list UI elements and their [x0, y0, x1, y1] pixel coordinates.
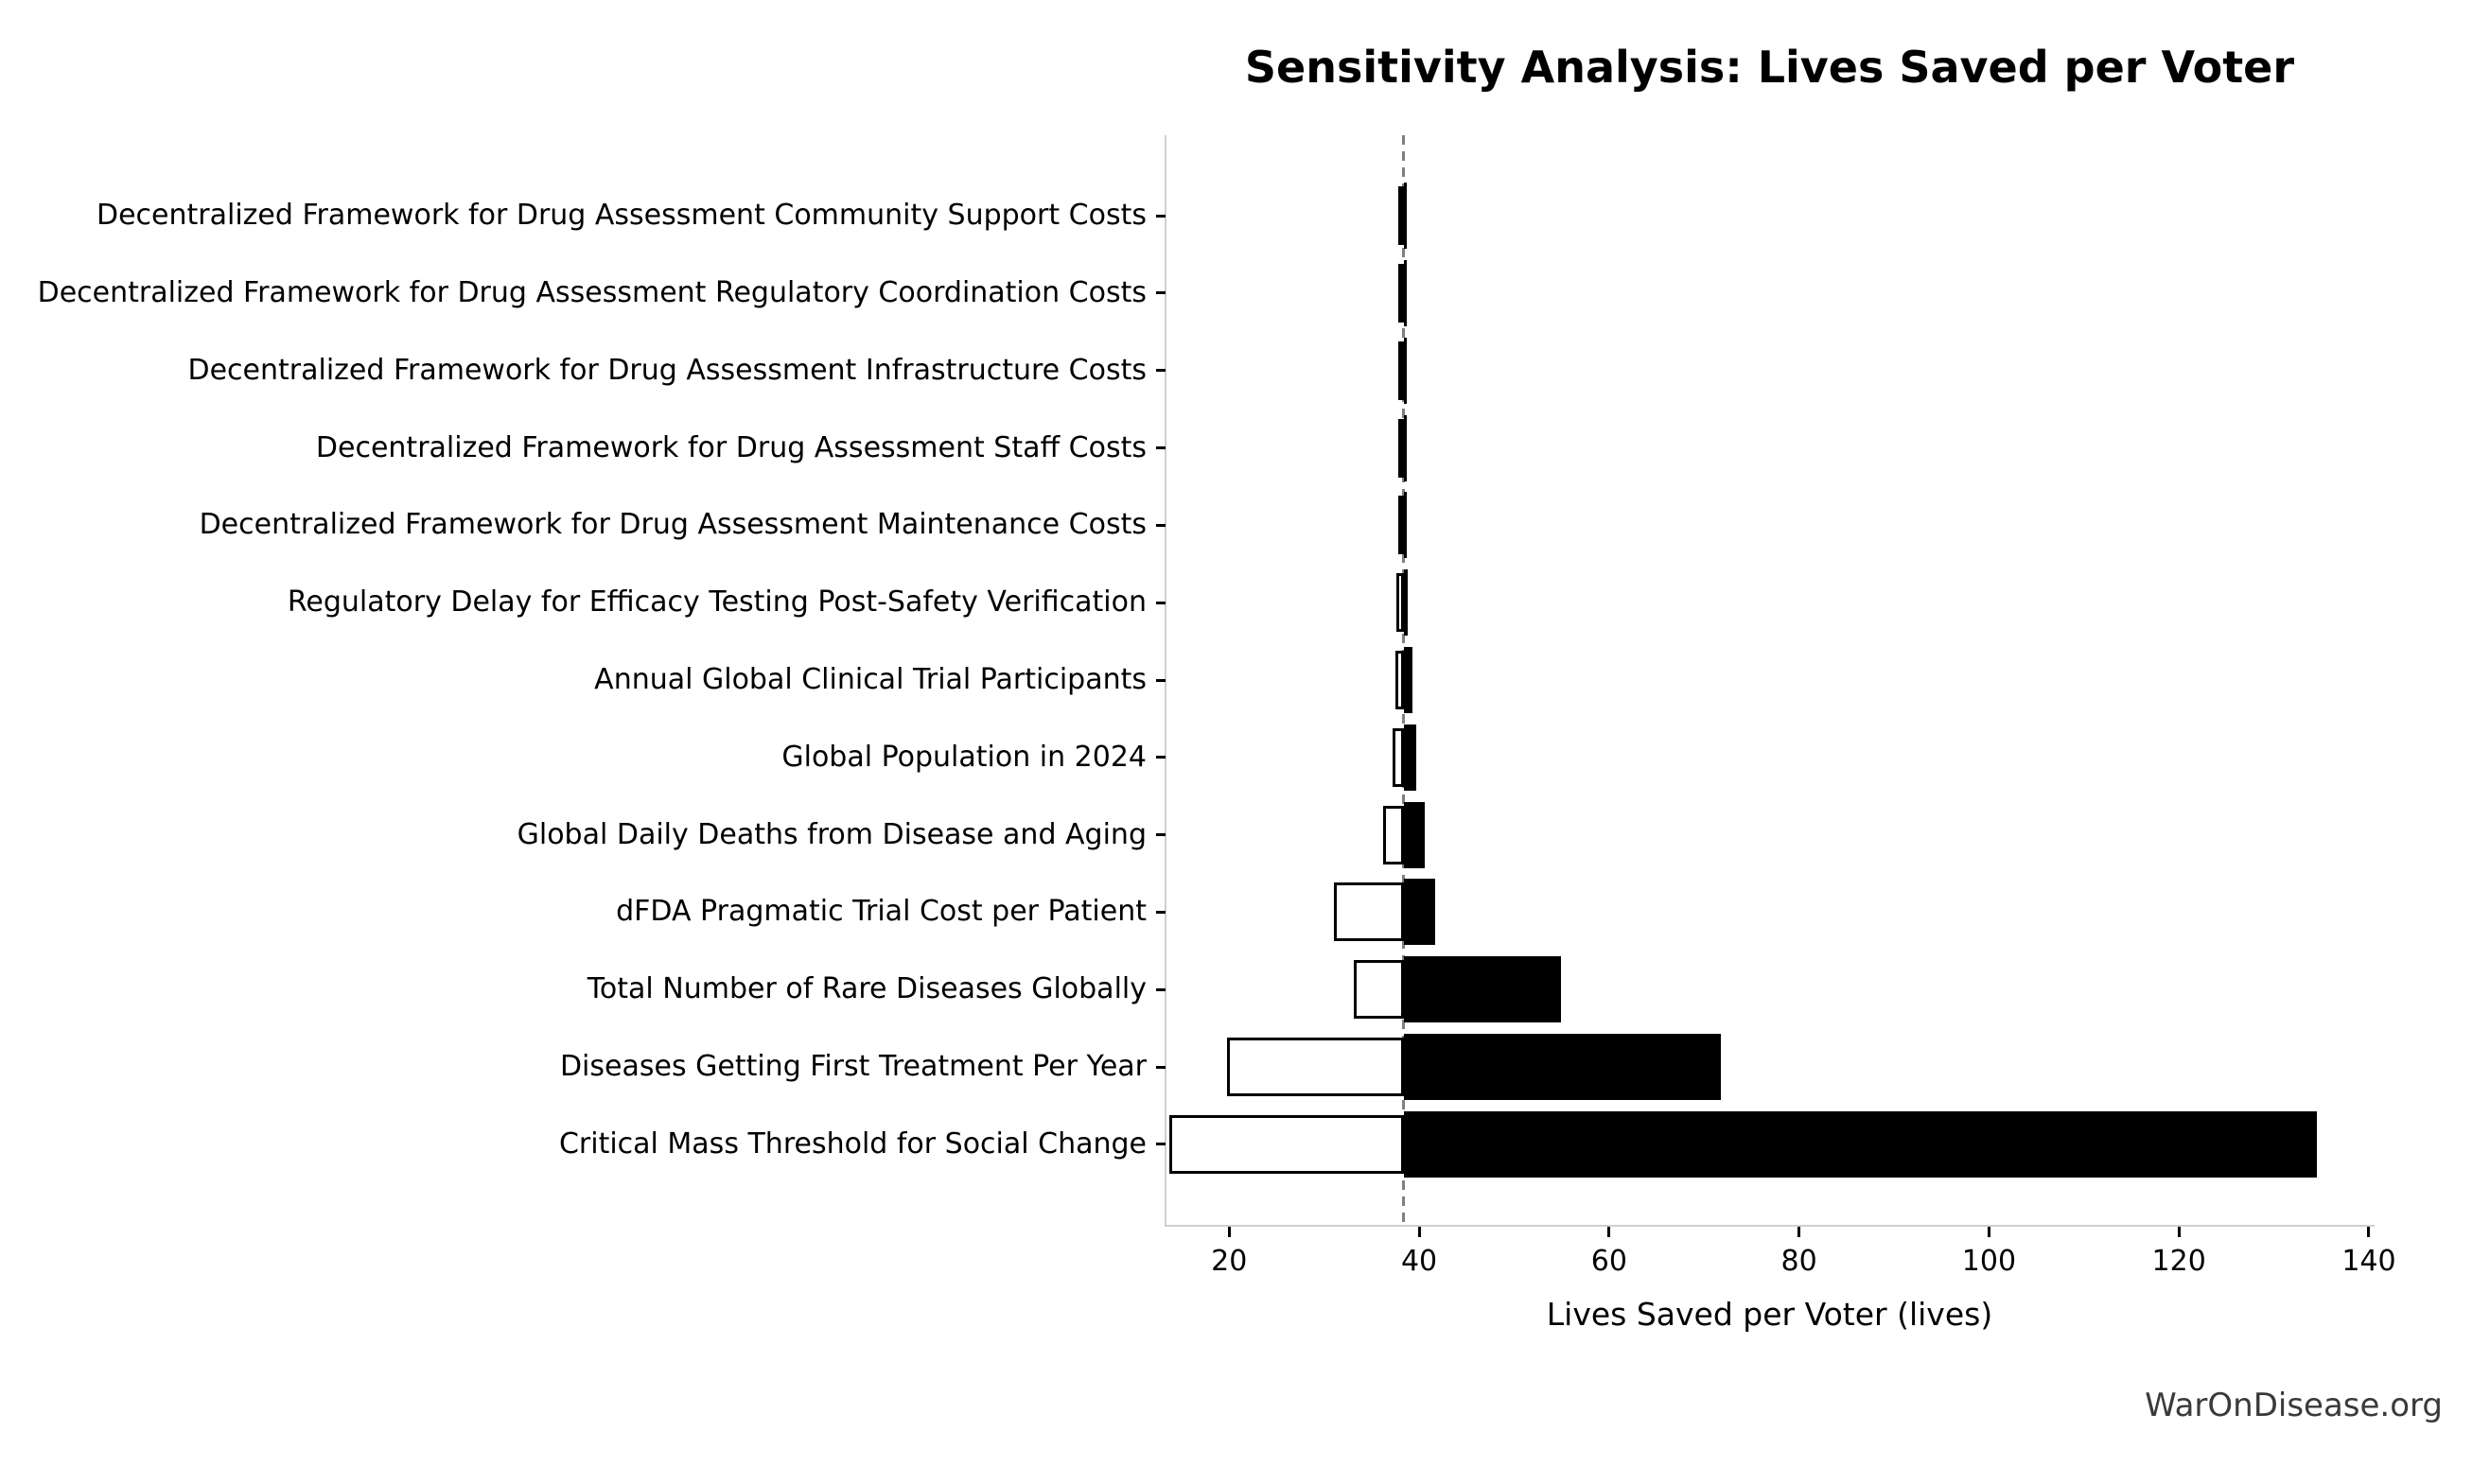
x-tick — [2367, 1227, 2371, 1237]
x-tick — [1227, 1227, 1231, 1237]
bar-high-case — [1403, 647, 1412, 713]
category-label: Global Daily Deaths from Disease and Agi… — [517, 817, 1147, 851]
bar-high-case — [1403, 492, 1407, 559]
bar-high-case — [1403, 956, 1561, 1023]
category-label: dFDA Pragmatic Trial Cost per Patient — [616, 895, 1147, 929]
bar-high-case — [1403, 259, 1407, 326]
bar-high-case — [1403, 724, 1417, 791]
x-tick-label: 140 — [2341, 1245, 2396, 1278]
x-tick — [2177, 1227, 2181, 1237]
x-tick-label: 40 — [1400, 1245, 1438, 1278]
bar-high-case — [1403, 183, 1407, 250]
x-axis-line — [1165, 1225, 2375, 1227]
category-label: Critical Mass Threshold for Social Chang… — [558, 1126, 1147, 1161]
bar-low-case — [1169, 1114, 1404, 1174]
bar-low-case — [1382, 805, 1404, 864]
watermark-text: WarOnDisease.org — [2145, 1387, 2443, 1424]
y-tick — [1156, 678, 1166, 682]
bar-low-case — [1353, 960, 1404, 1020]
bar-high-case — [1403, 1034, 1722, 1101]
y-tick — [1156, 291, 1166, 295]
bar-low-case — [1397, 496, 1404, 555]
x-tick — [1417, 1227, 1421, 1237]
category-label: Decentralized Framework for Drug Assessm… — [199, 508, 1147, 542]
bar-low-case — [1333, 882, 1404, 942]
x-tick-label: 120 — [2151, 1245, 2206, 1278]
y-tick — [1156, 910, 1166, 914]
bar-low-case — [1397, 340, 1404, 400]
y-tick — [1156, 833, 1166, 837]
x-axis-title: Lives Saved per Voter (lives) — [1546, 1296, 1993, 1333]
x-tick — [1987, 1227, 1990, 1237]
y-tick — [1156, 523, 1166, 527]
category-label: Decentralized Framework for Drug Assessm… — [37, 275, 1147, 309]
y-tick — [1156, 987, 1166, 991]
bar-low-case — [1397, 186, 1404, 246]
bar-low-case — [1227, 1038, 1404, 1097]
bar-low-case — [1392, 727, 1404, 787]
y-tick — [1156, 1065, 1166, 1069]
bar-high-case — [1403, 1110, 2317, 1178]
category-label: Total Number of Rare Diseases Globally — [587, 972, 1147, 1006]
bar-high-case — [1403, 879, 1436, 946]
x-tick-label: 100 — [1961, 1245, 2017, 1278]
category-label: Decentralized Framework for Drug Assessm… — [187, 353, 1147, 387]
category-label: Diseases Getting First Treatment Per Yea… — [559, 1050, 1147, 1084]
x-tick — [1607, 1227, 1611, 1237]
bar-low-case — [1397, 418, 1404, 478]
bar-high-case — [1403, 801, 1426, 868]
bar-high-case — [1403, 414, 1407, 481]
y-tick — [1156, 1143, 1166, 1146]
category-label: Decentralized Framework for Drug Assessm… — [315, 430, 1147, 464]
chart-title: Sensitivity Analysis: Lives Saved per Vo… — [1244, 42, 2295, 93]
y-tick — [1156, 756, 1166, 759]
x-tick — [1797, 1227, 1801, 1237]
bar-high-case — [1403, 337, 1407, 404]
x-tick-label: 20 — [1211, 1245, 1248, 1278]
category-label: Decentralized Framework for Drug Assessm… — [96, 199, 1147, 233]
bar-low-case — [1395, 573, 1404, 633]
bar-low-case — [1397, 263, 1404, 323]
y-tick — [1156, 369, 1166, 373]
x-tick-label: 60 — [1590, 1245, 1627, 1278]
y-axis-line — [1165, 135, 1166, 1227]
bar-low-case — [1394, 651, 1404, 709]
x-tick-label: 80 — [1780, 1245, 1817, 1278]
bar-high-case — [1403, 569, 1408, 637]
category-label: Annual Global Clinical Trial Participant… — [594, 663, 1147, 696]
y-tick — [1156, 446, 1166, 450]
y-tick — [1156, 214, 1166, 218]
category-label: Regulatory Delay for Efficacy Testing Po… — [287, 585, 1147, 620]
category-label: Global Population in 2024 — [781, 740, 1147, 774]
y-tick — [1156, 601, 1166, 604]
